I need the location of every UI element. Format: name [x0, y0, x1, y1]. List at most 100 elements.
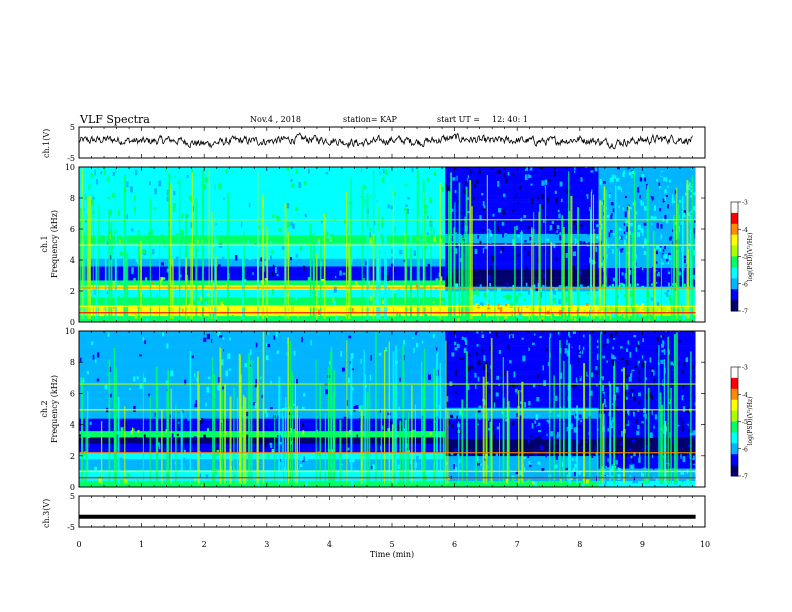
ch2-spectrogram-speckle	[632, 457, 634, 464]
ch1-spectrogram-sferic	[453, 227, 456, 319]
ch2-spectrogram-speckle	[191, 355, 194, 359]
ch1-spectrogram-sferic	[424, 198, 426, 319]
ch2-spectrogram-band	[445, 341, 599, 344]
ch2-spectrogram-speckle	[220, 419, 223, 423]
ch2-spectrogram-speckle	[692, 337, 695, 343]
ch1-spectrogram-speckle	[95, 184, 98, 191]
ch2-spectrogram-speckle	[273, 352, 275, 358]
ch1-spectrogram-speckle	[668, 233, 672, 237]
ch2-spectrogram-sferic	[115, 402, 117, 484]
ch1-spectrogram-speckle	[128, 302, 130, 305]
ch1-spectrogram-speckle	[487, 228, 491, 234]
ch2-spectrogram-speckle	[446, 393, 448, 396]
ch1-spectrogram-speckle	[118, 239, 121, 244]
ch2-spectrogram-sferic	[568, 343, 570, 484]
ch2-spectrogram-band	[598, 362, 696, 365]
ch1-spectrogram-speckle	[496, 170, 500, 174]
ch2-spectrogram-speckle	[469, 462, 472, 469]
ch2-spectrogram-speckle	[557, 399, 561, 405]
ch1-spectrogram-speckle	[539, 167, 542, 170]
ch1-spectrogram-speckle	[326, 232, 330, 239]
ch1-spectrogram-speckle	[240, 222, 243, 228]
ch1-spectrogram-speckle	[525, 269, 529, 275]
ch2-spectrogram-speckle	[264, 408, 267, 413]
ch2-spectrogram-sferic	[414, 404, 416, 484]
ch1-spectrogram-sferic	[108, 212, 110, 319]
ch2-spectrogram-speckle	[106, 380, 109, 384]
ch1-spectrogram-speckle	[451, 193, 453, 199]
ch1-spectrogram-speckle	[679, 167, 681, 172]
ch2-spectrogram-speckle	[602, 344, 605, 349]
ch2-spectrogram-band	[445, 370, 599, 372]
ch1-spectrogram-sferic	[545, 188, 547, 319]
ch1-spectrogram-speckle	[452, 177, 456, 181]
ch1-spectrogram-sferic	[570, 195, 573, 319]
ch1-colorbar-swatch	[731, 202, 738, 214]
ch2-spectrogram-speckle	[356, 434, 359, 438]
ch1-spectrogram-sferic	[465, 186, 468, 319]
ch2-spectrogram-speckle	[464, 471, 468, 478]
ch2-spectrogram-sferic	[485, 364, 487, 484]
ch1-spectrogram-speckle	[573, 281, 576, 287]
ch1-spectrogram-speckle	[291, 227, 293, 231]
ch1-spectrogram-speckle	[506, 282, 509, 288]
ch2-spectrogram-speckle	[195, 439, 198, 444]
ch1-spectrogram-speckle	[143, 245, 145, 249]
ch1-spectrogram-speckle	[543, 248, 546, 253]
ch2-spectrogram-speckle	[151, 410, 153, 417]
ch1-spectrogram-speckle	[199, 296, 203, 301]
ch1-waveform-ytick-label: 5	[70, 123, 75, 132]
ch2-spectrogram-speckle	[630, 393, 632, 398]
ch1-spectrogram-sferic	[376, 174, 379, 319]
ch2-spectrogram-speckle	[353, 406, 356, 412]
ch3-waveform-ylabel: ch.3(V)	[42, 499, 51, 528]
ch2-spectrogram-speckle	[275, 331, 278, 338]
ch2-spectrogram-speckle	[539, 336, 542, 339]
ch2-spectrogram-speckle	[649, 374, 652, 378]
ch2-spectrogram-speckle	[245, 434, 249, 440]
ch1-spectrogram-speckle	[692, 317, 695, 322]
ch2-spectrogram-speckle	[592, 422, 596, 426]
ch1-spectrogram-speckle	[516, 248, 519, 255]
ch1-spectrogram-speckle	[666, 278, 670, 284]
ch1-spectrogram-speckle	[577, 191, 579, 194]
ch2-spectrogram-speckle	[630, 433, 634, 437]
ch1-spectrogram-speckle	[637, 244, 640, 251]
ch2-spectrogram-speckle	[456, 453, 460, 458]
ch2-spectrogram-speckle	[615, 460, 618, 465]
ch1-spectrogram-speckle	[656, 178, 658, 182]
ch1-spectrogram-speckle	[380, 233, 383, 239]
ch1-spectrogram-speckle	[192, 297, 195, 301]
ch1-spectrogram-speckle	[424, 313, 428, 319]
ch2-spectrogram-speckle	[94, 359, 97, 363]
ch1-spectrogram-speckle	[690, 169, 694, 176]
ch2-spectrogram-speckle	[604, 446, 607, 453]
ch2-spectrogram-sferic	[262, 331, 265, 484]
ch2-spectrogram-speckle	[451, 352, 455, 357]
ch2-spectrogram-speckle	[98, 477, 102, 483]
ch2-spectrogram-speckle	[671, 424, 673, 428]
ch2-spectrogram-speckle	[220, 347, 224, 353]
ch2-spectrogram-speckle	[641, 453, 644, 460]
ch1-spectrogram-speckle	[407, 196, 411, 200]
ch2-spectrogram-speckle	[549, 385, 553, 391]
ch2-spectrogram-speckle	[429, 432, 433, 436]
ch1-spectrogram-sferic	[599, 200, 602, 319]
ch1-spectrogram-speckle	[412, 192, 415, 195]
ch1-spectrogram-speckle	[524, 251, 527, 258]
ch2-spectrogram-speckle	[688, 390, 692, 394]
ch1-spectrogram-speckle	[589, 257, 591, 264]
ch2-spectrogram-speckle	[627, 391, 630, 396]
ch1-spectrogram-speckle	[680, 221, 683, 225]
ch2-spectrogram-speckle	[361, 389, 364, 394]
ch2-spectrogram-sferic	[402, 344, 405, 484]
ch2-spectrogram-speckle	[634, 365, 637, 369]
ch2-spectrogram-band	[445, 485, 599, 487]
ch1-spectrogram-speckle	[248, 174, 250, 177]
ch1-spectrogram-speckle	[666, 306, 670, 310]
ch1-spectrogram-speckle	[573, 195, 577, 198]
ch1-spectrogram-speckle	[559, 235, 563, 241]
ch2-spectrogram-speckle	[541, 341, 545, 345]
ch1-spectrogram-speckle	[329, 276, 333, 281]
ch1-spectrogram-speckle	[563, 312, 567, 319]
